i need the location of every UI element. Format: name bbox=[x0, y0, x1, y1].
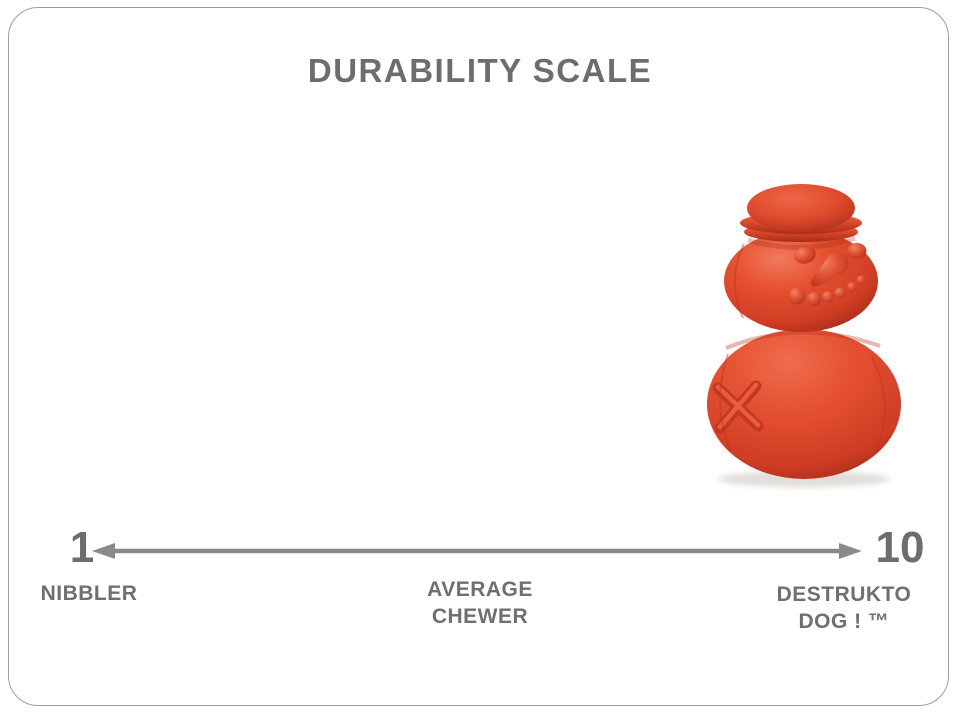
left-eye bbox=[794, 246, 816, 264]
toy-body bbox=[707, 329, 901, 479]
scale-arrow-right-head bbox=[839, 543, 862, 559]
scale-min-label: NIBBLER bbox=[40, 582, 138, 605]
scale-max-label-line2: DOG ! ™ bbox=[798, 610, 890, 633]
scale-max-label-line1: DESTRUKTO bbox=[776, 583, 912, 606]
scale-mid-label-line1: AVERAGE bbox=[427, 578, 533, 601]
toy-seams bbox=[719, 243, 886, 453]
scale-mid-label-line2: CHEWER bbox=[431, 605, 529, 628]
x-stitch bbox=[712, 380, 764, 434]
snowman-toy-image bbox=[698, 182, 910, 494]
page-title: DURABILITY SCALE bbox=[307, 52, 653, 89]
scale-max-value: 10 bbox=[875, 523, 925, 572]
snowman-face bbox=[788, 243, 867, 306]
carrot-nose bbox=[810, 252, 849, 287]
scale-max-label: DESTRUKTO DOG ! ™ bbox=[758, 581, 930, 635]
toy-hat bbox=[740, 184, 862, 242]
scale-arrow bbox=[90, 540, 864, 562]
snowman-toy-illustration bbox=[707, 184, 901, 487]
scale-arrow-left-head bbox=[92, 543, 115, 559]
scale-min-value: 1 bbox=[69, 523, 95, 572]
toy-waist-seam bbox=[725, 330, 881, 350]
scale-mid-label: AVERAGE CHEWER bbox=[390, 576, 570, 630]
right-eye bbox=[847, 243, 867, 259]
smile-dots bbox=[788, 275, 866, 306]
